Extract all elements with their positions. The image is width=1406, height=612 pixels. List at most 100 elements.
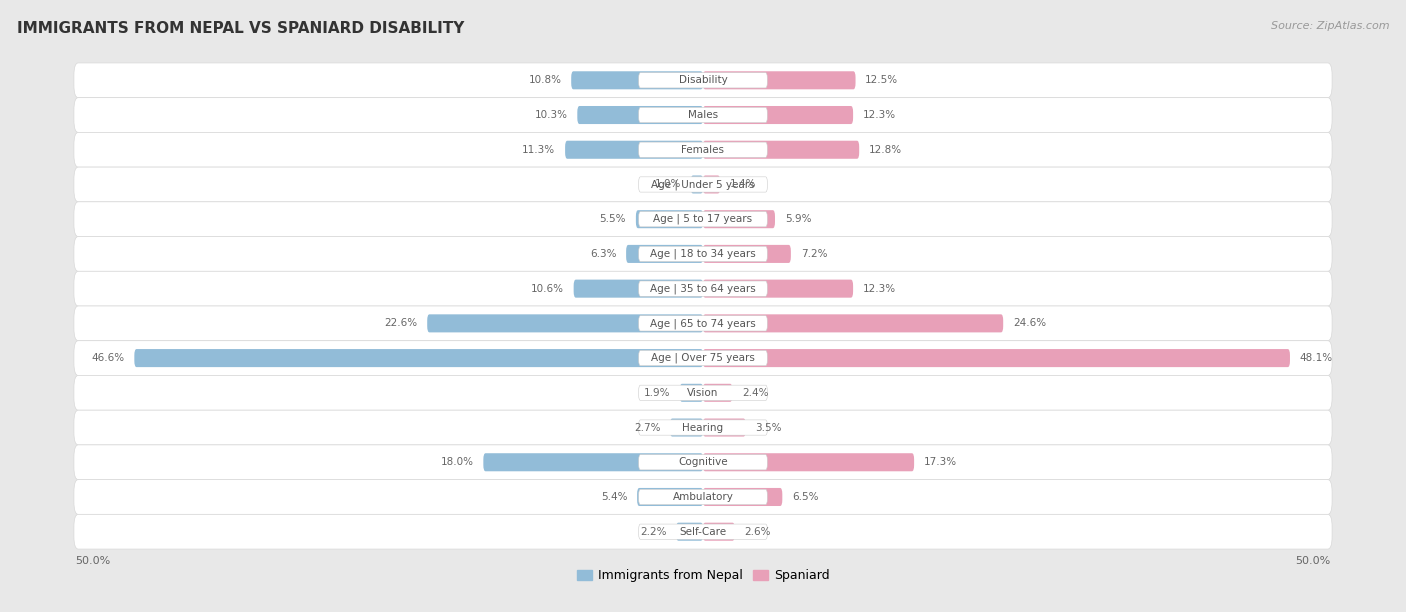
FancyBboxPatch shape — [75, 167, 1331, 202]
Text: Age | 5 to 17 years: Age | 5 to 17 years — [654, 214, 752, 225]
FancyBboxPatch shape — [75, 202, 1331, 237]
FancyBboxPatch shape — [703, 384, 733, 402]
FancyBboxPatch shape — [703, 488, 782, 506]
Text: Disability: Disability — [679, 75, 727, 85]
Text: 22.6%: 22.6% — [384, 318, 418, 329]
FancyBboxPatch shape — [703, 176, 720, 193]
FancyBboxPatch shape — [638, 455, 768, 470]
Text: 12.3%: 12.3% — [863, 110, 896, 120]
Text: Source: ZipAtlas.com: Source: ZipAtlas.com — [1271, 21, 1389, 31]
Text: 6.5%: 6.5% — [792, 492, 818, 502]
Text: 2.6%: 2.6% — [745, 527, 770, 537]
Text: 2.7%: 2.7% — [634, 422, 661, 433]
FancyBboxPatch shape — [638, 246, 768, 261]
FancyBboxPatch shape — [637, 488, 703, 506]
Text: 12.3%: 12.3% — [863, 283, 896, 294]
Text: Self-Care: Self-Care — [679, 527, 727, 537]
FancyBboxPatch shape — [574, 280, 703, 297]
FancyBboxPatch shape — [638, 420, 768, 435]
Text: 5.4%: 5.4% — [600, 492, 627, 502]
FancyBboxPatch shape — [703, 419, 745, 436]
FancyBboxPatch shape — [638, 142, 768, 157]
FancyBboxPatch shape — [638, 490, 768, 505]
FancyBboxPatch shape — [676, 523, 703, 541]
Text: Hearing: Hearing — [682, 422, 724, 433]
Text: IMMIGRANTS FROM NEPAL VS SPANIARD DISABILITY: IMMIGRANTS FROM NEPAL VS SPANIARD DISABI… — [17, 21, 464, 37]
FancyBboxPatch shape — [75, 375, 1331, 410]
FancyBboxPatch shape — [703, 106, 853, 124]
Text: Ambulatory: Ambulatory — [672, 492, 734, 502]
FancyBboxPatch shape — [75, 306, 1331, 341]
Text: 1.9%: 1.9% — [644, 388, 671, 398]
Text: Females: Females — [682, 145, 724, 155]
FancyBboxPatch shape — [703, 349, 1289, 367]
Text: 5.9%: 5.9% — [785, 214, 811, 224]
FancyBboxPatch shape — [638, 316, 768, 331]
FancyBboxPatch shape — [75, 237, 1331, 271]
FancyBboxPatch shape — [578, 106, 703, 124]
FancyBboxPatch shape — [75, 341, 1331, 375]
Text: Age | 35 to 64 years: Age | 35 to 64 years — [650, 283, 756, 294]
FancyBboxPatch shape — [75, 98, 1331, 132]
FancyBboxPatch shape — [638, 524, 768, 539]
FancyBboxPatch shape — [690, 176, 703, 193]
Text: Age | Over 75 years: Age | Over 75 years — [651, 353, 755, 364]
Text: 12.5%: 12.5% — [865, 75, 898, 85]
FancyBboxPatch shape — [75, 132, 1331, 167]
FancyBboxPatch shape — [626, 245, 703, 263]
FancyBboxPatch shape — [75, 271, 1331, 306]
Text: 2.2%: 2.2% — [640, 527, 666, 537]
FancyBboxPatch shape — [75, 410, 1331, 445]
Text: 1.4%: 1.4% — [730, 179, 756, 190]
Text: 10.3%: 10.3% — [534, 110, 568, 120]
Text: 6.3%: 6.3% — [591, 249, 616, 259]
FancyBboxPatch shape — [703, 210, 775, 228]
FancyBboxPatch shape — [636, 210, 703, 228]
Text: Vision: Vision — [688, 388, 718, 398]
Legend: Immigrants from Nepal, Spaniard: Immigrants from Nepal, Spaniard — [572, 565, 834, 586]
FancyBboxPatch shape — [75, 445, 1331, 480]
Text: 1.0%: 1.0% — [655, 179, 681, 190]
Text: Age | Under 5 years: Age | Under 5 years — [651, 179, 755, 190]
FancyBboxPatch shape — [565, 141, 703, 159]
FancyBboxPatch shape — [135, 349, 703, 367]
FancyBboxPatch shape — [671, 419, 703, 436]
Text: 48.1%: 48.1% — [1299, 353, 1333, 363]
Text: 10.8%: 10.8% — [529, 75, 561, 85]
FancyBboxPatch shape — [571, 71, 703, 89]
Text: 2.4%: 2.4% — [742, 388, 769, 398]
Text: 12.8%: 12.8% — [869, 145, 903, 155]
FancyBboxPatch shape — [638, 73, 768, 88]
Text: 10.6%: 10.6% — [531, 283, 564, 294]
Text: 18.0%: 18.0% — [440, 457, 474, 467]
FancyBboxPatch shape — [75, 480, 1331, 514]
FancyBboxPatch shape — [703, 141, 859, 159]
FancyBboxPatch shape — [638, 385, 768, 400]
Text: Age | 18 to 34 years: Age | 18 to 34 years — [650, 248, 756, 259]
FancyBboxPatch shape — [703, 71, 855, 89]
Text: 5.5%: 5.5% — [599, 214, 626, 224]
FancyBboxPatch shape — [703, 523, 735, 541]
FancyBboxPatch shape — [703, 280, 853, 297]
FancyBboxPatch shape — [484, 453, 703, 471]
Text: 7.2%: 7.2% — [800, 249, 827, 259]
Text: Age | 65 to 74 years: Age | 65 to 74 years — [650, 318, 756, 329]
Text: Cognitive: Cognitive — [678, 457, 728, 467]
FancyBboxPatch shape — [638, 212, 768, 227]
FancyBboxPatch shape — [638, 177, 768, 192]
Text: 24.6%: 24.6% — [1012, 318, 1046, 329]
FancyBboxPatch shape — [75, 63, 1331, 98]
Text: 3.5%: 3.5% — [755, 422, 782, 433]
FancyBboxPatch shape — [427, 315, 703, 332]
FancyBboxPatch shape — [703, 315, 1004, 332]
Text: 17.3%: 17.3% — [924, 457, 957, 467]
FancyBboxPatch shape — [638, 351, 768, 366]
FancyBboxPatch shape — [638, 107, 768, 122]
Text: 46.6%: 46.6% — [91, 353, 125, 363]
FancyBboxPatch shape — [75, 514, 1331, 549]
Text: Males: Males — [688, 110, 718, 120]
FancyBboxPatch shape — [681, 384, 703, 402]
FancyBboxPatch shape — [703, 245, 790, 263]
Text: 11.3%: 11.3% — [522, 145, 555, 155]
FancyBboxPatch shape — [638, 281, 768, 296]
